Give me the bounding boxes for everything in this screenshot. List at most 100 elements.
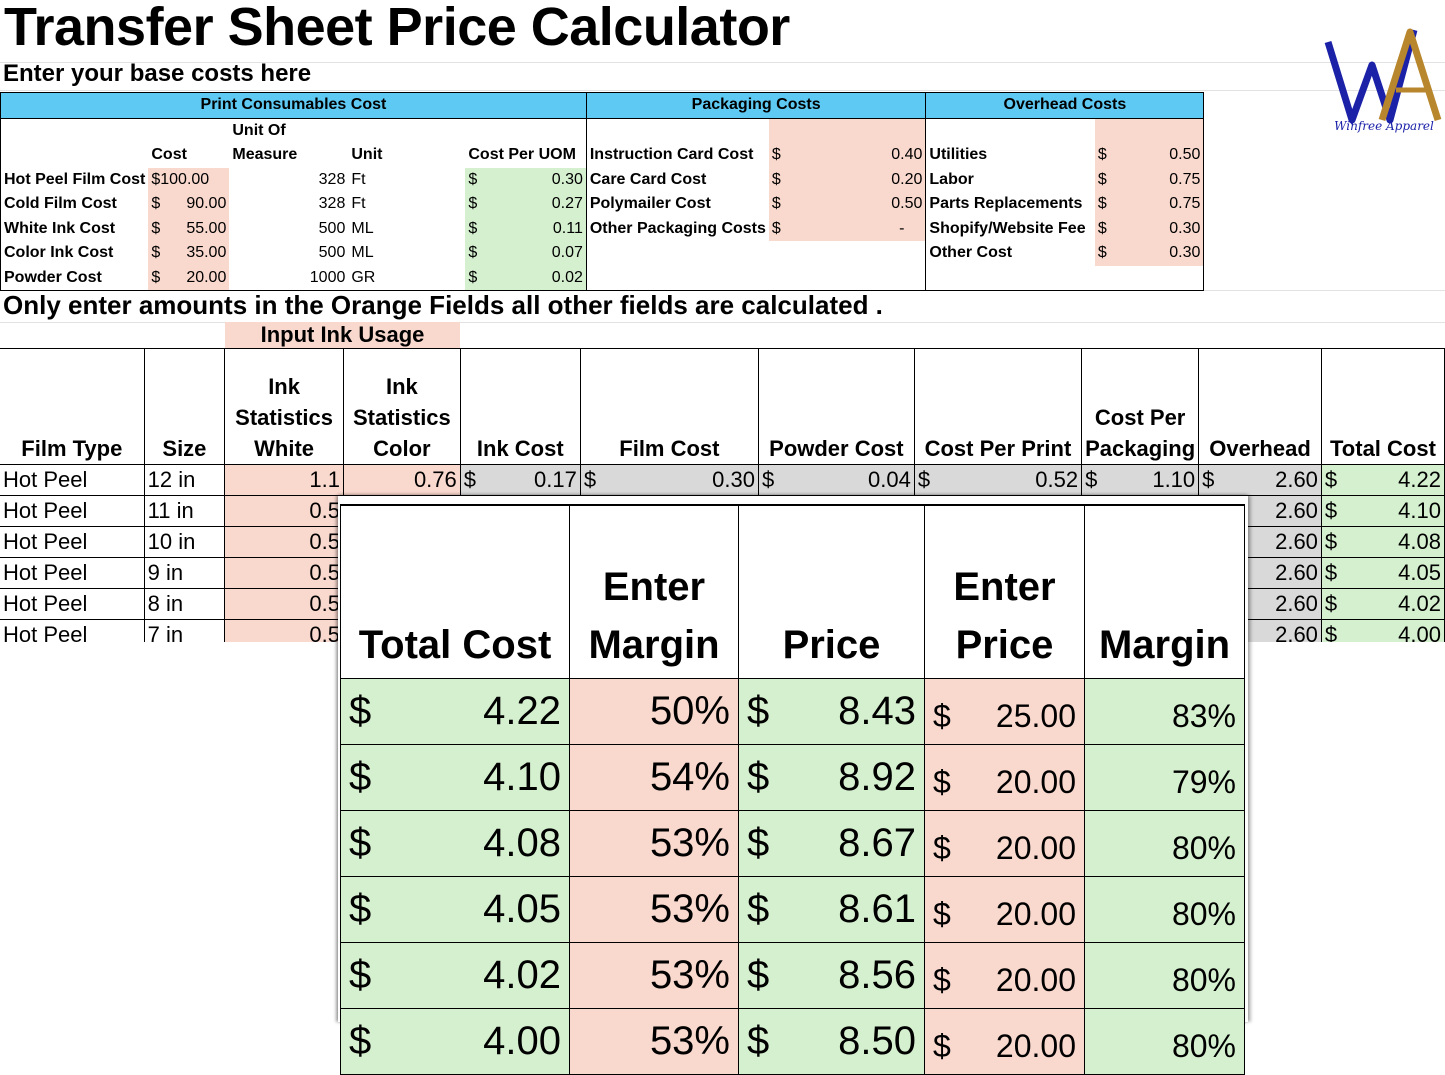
total-cost: 4.00	[1398, 622, 1441, 642]
size: 12 in	[144, 464, 226, 496]
packaging-value[interactable]: 0.40	[891, 146, 923, 164]
overhead-header: Overhead Costs	[925, 92, 1205, 119]
overhead-cost: 2.60	[1275, 591, 1318, 616]
overhead-value[interactable]: 0.75	[1169, 170, 1201, 188]
margin-input[interactable]: 53%	[569, 1008, 739, 1075]
consumable-unit: Ft	[351, 195, 366, 213]
packaging-value[interactable]: 0.20	[891, 170, 923, 188]
price-input: 20.00	[995, 962, 1076, 998]
film-type: Hot Peel	[0, 588, 145, 620]
overhead-name: Utilities	[925, 143, 1095, 168]
consumable-name: Powder Cost	[0, 265, 149, 291]
consumable-measure: 500	[318, 219, 346, 237]
overhead-name: Shopify/Website Fee	[925, 216, 1095, 241]
consumable-cost[interactable]: 35.00	[186, 244, 227, 262]
film-type: Hot Peel	[0, 464, 145, 496]
price-input: 20.00	[995, 896, 1076, 932]
margin-input[interactable]: 53%	[569, 876, 739, 943]
consumable-measure: 328	[318, 195, 346, 213]
col-ink-color: Ink Statistics Color	[343, 348, 461, 465]
price-input: 25.00	[995, 698, 1076, 734]
pricing-row: $4.05 53% $8.61 $20.00 80%	[340, 876, 1245, 943]
ink-white-input[interactable]: 0.5	[224, 557, 344, 589]
ink-white-input[interactable]: 1.1	[224, 464, 344, 496]
film-cost: 0.30	[712, 467, 755, 492]
overhead-name: Labor	[925, 167, 1095, 192]
packaging-value[interactable]: 0.50	[891, 195, 923, 213]
price-input: 20.00	[995, 1028, 1076, 1064]
uom-header-line1: Unit Of	[232, 121, 286, 139]
col-film-cost: Film Cost	[580, 348, 759, 465]
total-cost: 4.05	[1398, 560, 1441, 585]
price: 8.92	[838, 755, 916, 799]
total-cost: 4.02	[1398, 591, 1441, 616]
packaging-name: Polymailer Cost	[585, 192, 769, 217]
margin: 79%	[1084, 744, 1245, 811]
consumable-cost[interactable]: 90.00	[186, 195, 227, 213]
margin-input[interactable]: 50%	[569, 678, 739, 745]
overhead-cost: 2.60	[1275, 560, 1318, 585]
total-cost: 4.10	[483, 755, 561, 799]
price-input: 20.00	[995, 830, 1076, 866]
total-cost: 4.08	[1398, 529, 1441, 554]
overhead-value[interactable]: 0.75	[1169, 195, 1201, 213]
margin-input[interactable]: 53%	[569, 942, 739, 1009]
overhead-value[interactable]: 0.50	[1169, 146, 1201, 164]
consumable-cost[interactable]: 20.00	[186, 268, 227, 286]
col-size: Size	[144, 348, 226, 465]
packaging-value[interactable]: -	[899, 219, 905, 237]
packaging-name: Instruction Card Cost	[585, 143, 769, 168]
base-costs-table: Print Consumables Cost Packaging Costs O…	[0, 92, 1205, 291]
overhead-cost: 2.60	[1275, 529, 1318, 554]
consumable-measure: 1000	[309, 268, 346, 286]
col-margin: Margin	[1084, 504, 1245, 679]
powder-cost: 0.04	[867, 467, 911, 492]
consumable-unit: GR	[351, 268, 376, 286]
margin-input[interactable]: 54%	[569, 744, 739, 811]
usage-row: Hot Peel 12 in 1.1 0.76 $0.17 $0.30 $0.04 $0.52…	[0, 464, 1445, 496]
ink-white-input[interactable]: 0.5	[224, 526, 344, 558]
col-ink-white: Ink Statistics White	[224, 348, 344, 465]
margin: 83%	[1084, 678, 1245, 745]
consumable-cpu: 0.27	[551, 195, 583, 213]
overhead-cost: 2.60	[1275, 498, 1318, 523]
instructions-note: Only enter amounts in the Orange Fields …	[3, 290, 883, 320]
ink-cost: 0.17	[534, 467, 577, 492]
consumables-header: Print Consumables Cost	[0, 92, 587, 119]
consumable-cost[interactable]: 55.00	[186, 219, 227, 237]
cpu-header: Cost Per UOM	[468, 146, 576, 164]
price-input: 20.00	[995, 764, 1076, 800]
col-overhead: Overhead	[1198, 348, 1322, 465]
col-price: Price	[738, 504, 925, 679]
packaging-name: Care Card Cost	[585, 167, 769, 192]
ink-color-input[interactable]: 0.76	[343, 464, 461, 496]
consumable-cpu: 0.11	[552, 219, 583, 237]
subtitle: Enter your base costs here	[3, 60, 312, 87]
ink-white-input[interactable]: 0.5	[224, 619, 344, 642]
total-cost: 4.05	[483, 887, 561, 931]
total-cost: 4.00	[483, 1019, 561, 1063]
total-cost: 4.08	[483, 821, 561, 865]
unit-header: Unit	[351, 146, 383, 164]
col-film-type: Film Type	[0, 348, 145, 465]
margin: 80%	[1084, 942, 1245, 1009]
ink-white-input[interactable]: 0.5	[224, 495, 344, 527]
uom-header-line2: Measure	[232, 146, 298, 164]
price: 8.43	[838, 689, 916, 733]
consumable-measure: 500	[318, 244, 346, 262]
pricing-row: $4.22 50% $8.43 $25.00 83%	[340, 678, 1245, 745]
consumable-unit: Ft	[351, 170, 366, 188]
cost-header: Cost	[151, 146, 187, 164]
col-total-cost: Total Cost	[1321, 348, 1445, 465]
consumable-cpu: 0.02	[551, 268, 583, 286]
pricing-table: Total Cost Enter Margin Price Enter Pric…	[340, 504, 1245, 1075]
overhead-value[interactable]: 0.30	[1169, 244, 1201, 262]
overhead-value[interactable]: 0.30	[1169, 219, 1201, 237]
input-ink-usage-label: Input Ink Usage	[224, 322, 461, 349]
ink-white-input[interactable]: 0.5	[224, 588, 344, 620]
margin-input[interactable]: 53%	[569, 810, 739, 877]
total-cost: 4.02	[483, 953, 561, 997]
pricing-zoom-panel: Total Cost Enter Margin Price Enter Pric…	[338, 496, 1248, 1075]
consumable-cost[interactable]: $100.00	[148, 167, 230, 192]
svg-text:Winfree Apparel: Winfree Apparel	[1334, 119, 1434, 133]
